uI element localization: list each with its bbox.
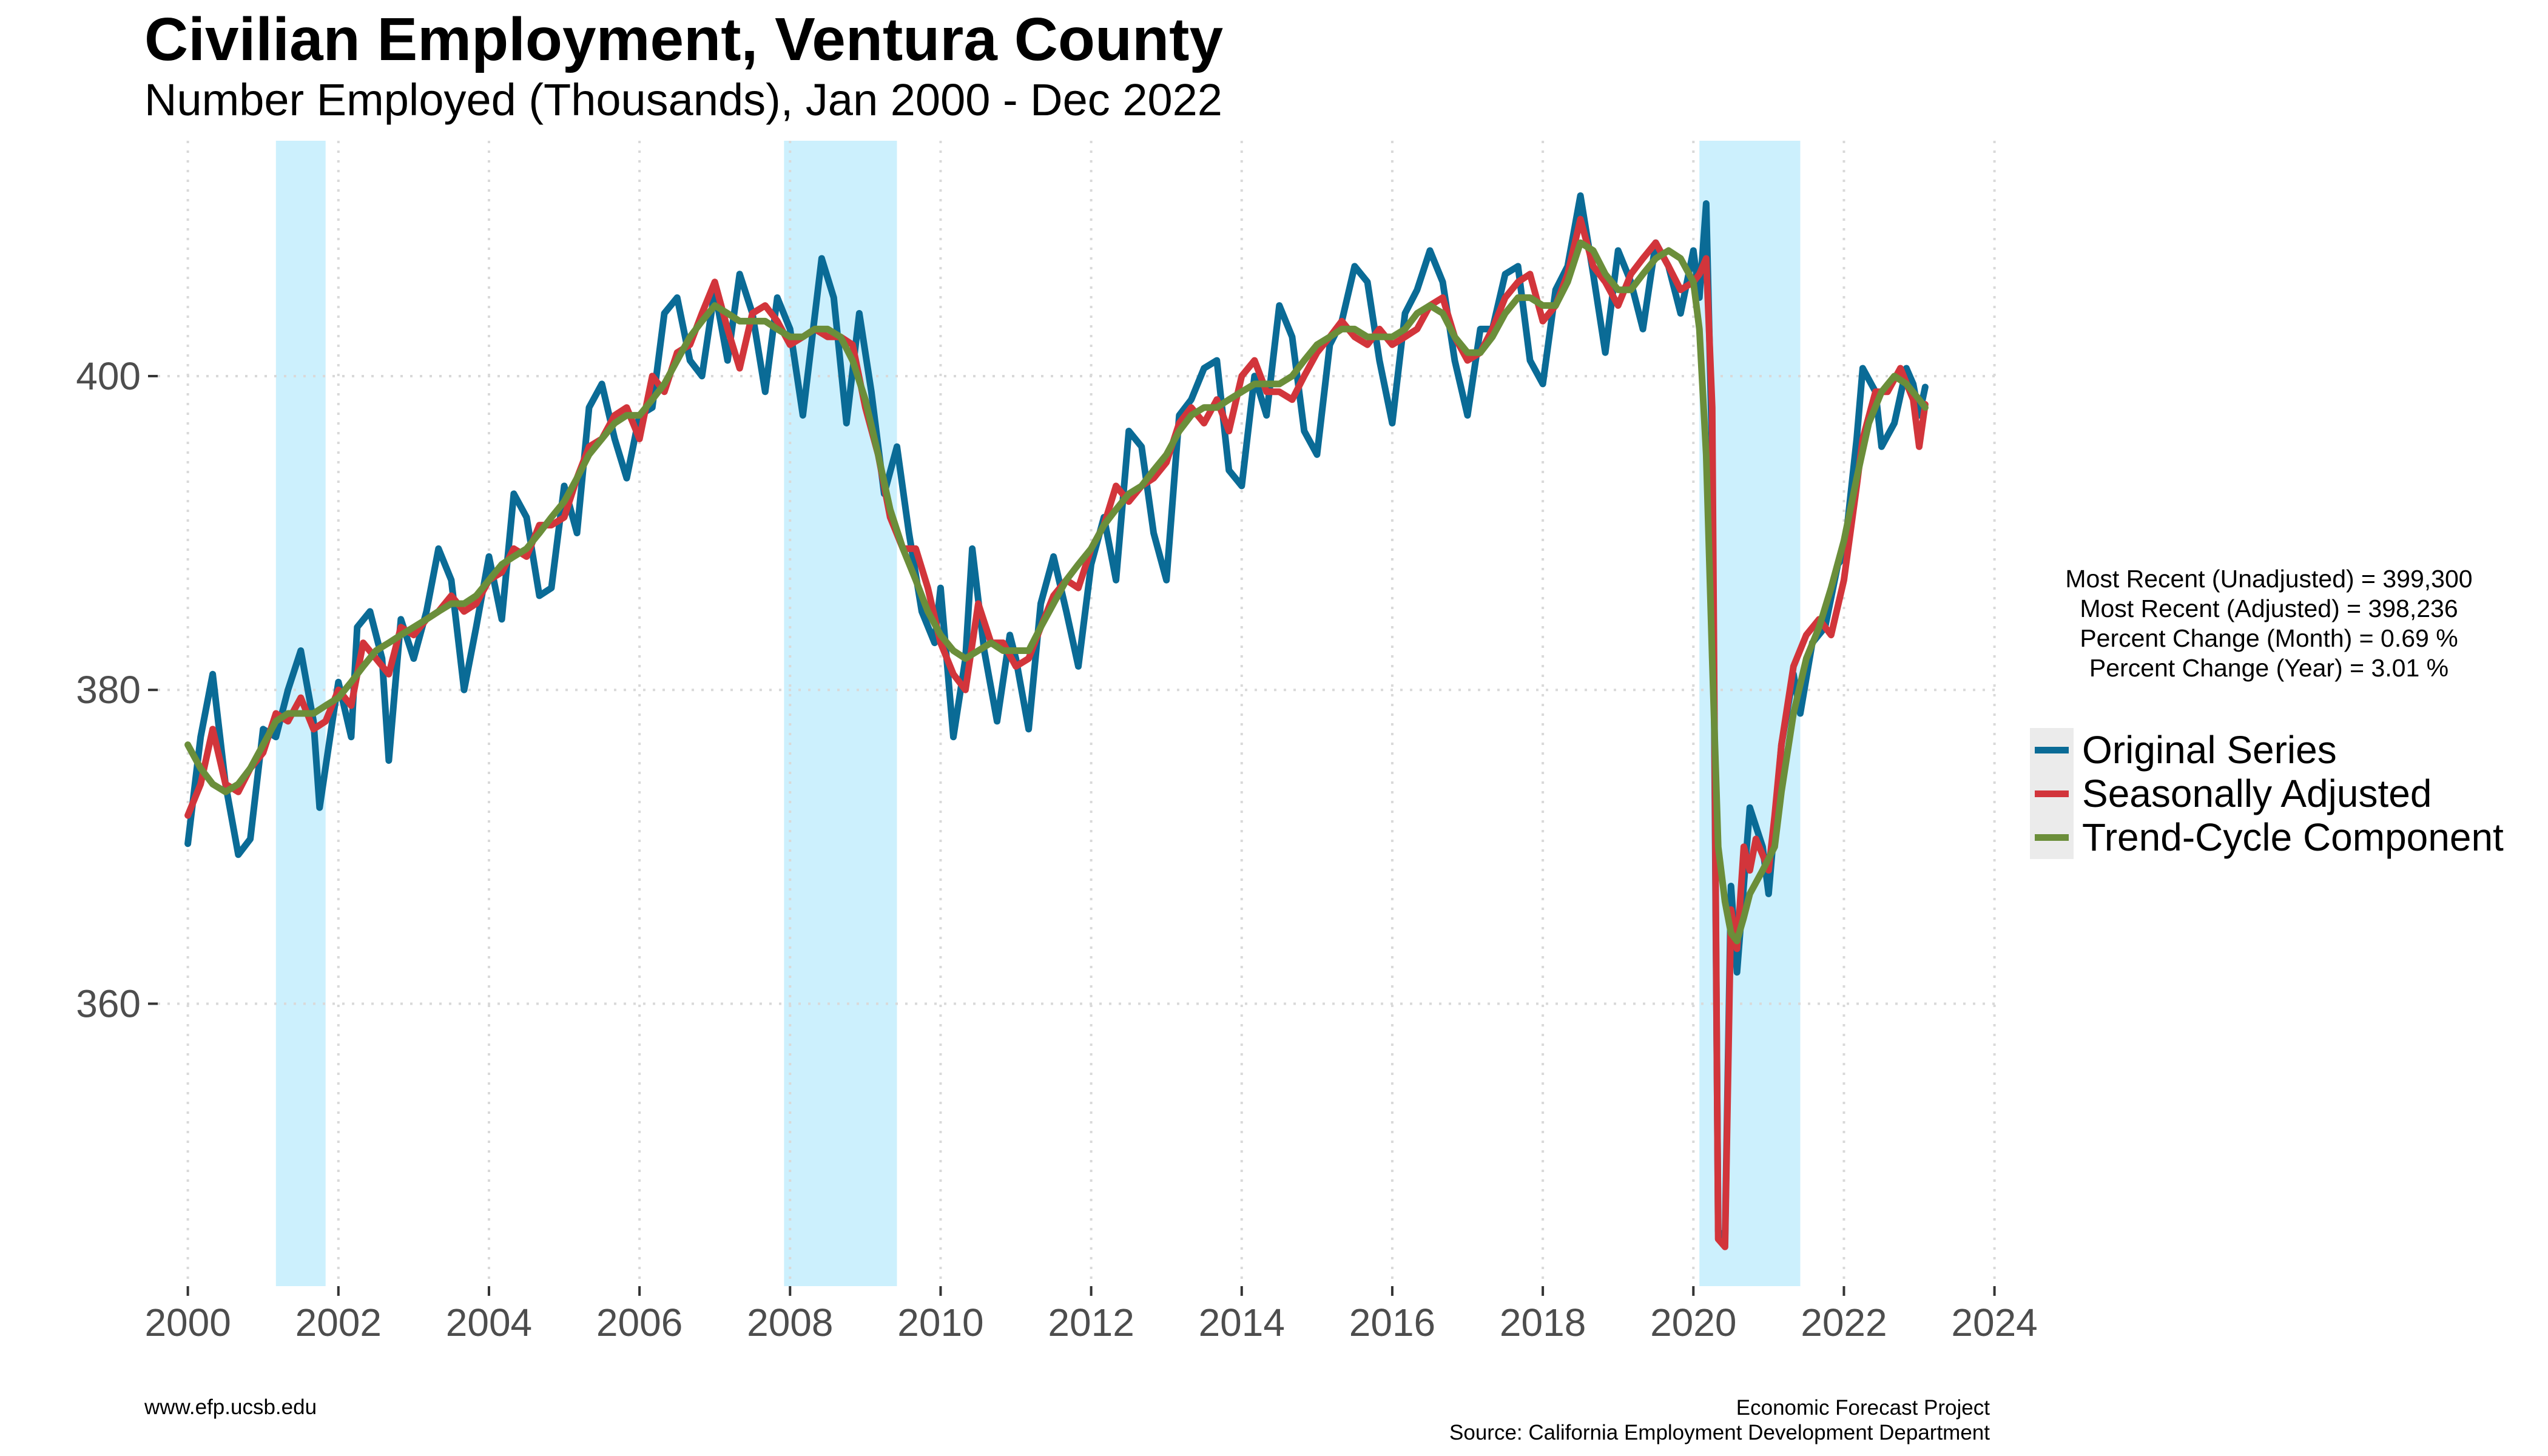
legend-item-original: Original Series	[2030, 728, 2504, 772]
y-tick-label-400: 400	[76, 354, 141, 398]
x-tick-label-2000: 2000	[144, 1301, 231, 1344]
x-tick-label-2020: 2020	[1650, 1301, 1736, 1344]
x-tick-label-2018: 2018	[1500, 1301, 1586, 1344]
x-tick-label-2014: 2014	[1199, 1301, 1285, 1344]
y-tick-label-360: 360	[76, 982, 141, 1025]
legend-key-trend	[2030, 815, 2074, 859]
legend-swatch-original	[2035, 746, 2069, 753]
summary-stats: Most Recent (Unadjusted) = 399,300 Most …	[1978, 564, 2548, 683]
footer-source-line1: Economic Forecast Project	[1736, 1396, 1990, 1420]
recession-band-2	[784, 141, 897, 1286]
x-tick-label-2016: 2016	[1349, 1301, 1435, 1344]
y-tick-label-380: 380	[76, 668, 141, 712]
legend-label-adjusted: Seasonally Adjusted	[2082, 772, 2432, 815]
stat-most-recent-adjusted: Most Recent (Adjusted) = 398,236	[2080, 595, 2458, 622]
legend-item-adjusted: Seasonally Adjusted	[2030, 772, 2504, 815]
legend-label-original: Original Series	[2082, 728, 2337, 772]
footer-source: Economic Forecast Project Source: Califo…	[1449, 1395, 1990, 1445]
recession-bands	[275, 141, 1801, 1286]
footer-source-line2: Source: California Employment Developmen…	[1449, 1421, 1990, 1444]
footer-url: www.efp.ucsb.edu	[144, 1395, 317, 1419]
chart-legend: Original Series Seasonally Adjusted Tren…	[2030, 728, 2504, 859]
series-line-adjusted	[184, 215, 1929, 1250]
x-tick-label-2004: 2004	[446, 1301, 532, 1344]
legend-swatch-adjusted	[2035, 790, 2069, 797]
legend-key-original	[2030, 728, 2074, 772]
x-tick-label-2010: 2010	[897, 1301, 983, 1344]
legend-item-trend: Trend-Cycle Component	[2030, 815, 2504, 859]
x-tick-label-2022: 2022	[1801, 1301, 1887, 1344]
series-line-trend	[184, 239, 1929, 945]
x-tick-label-2012: 2012	[1048, 1301, 1134, 1344]
x-tick-label-2008: 2008	[747, 1301, 833, 1344]
legend-key-adjusted	[2030, 772, 2074, 815]
stat-percent-change-year: Percent Change (Year) = 3.01 %	[2089, 654, 2449, 682]
x-tick-label-2024: 2024	[1951, 1301, 2037, 1344]
legend-swatch-trend	[2035, 834, 2069, 841]
legend-label-trend: Trend-Cycle Component	[2082, 815, 2504, 859]
chart-subtitle: Number Employed (Thousands), Jan 2000 - …	[144, 75, 1222, 125]
chart-title: Civilian Employment, Ventura County	[144, 5, 1224, 73]
series-lines	[184, 192, 1929, 1250]
x-tick-label-2002: 2002	[295, 1301, 382, 1344]
series-line-original	[184, 192, 1929, 1242]
x-tick-label-2006: 2006	[596, 1301, 682, 1344]
stat-most-recent-unadjusted: Most Recent (Unadjusted) = 399,300	[2065, 565, 2473, 593]
grid	[158, 141, 2002, 1286]
axes: 2000 2002 2004 2006 2008 2010 2012 2014 2016 2018…	[76, 354, 2038, 1344]
stat-percent-change-month: Percent Change (Month) = 0.69 %	[2080, 624, 2458, 652]
